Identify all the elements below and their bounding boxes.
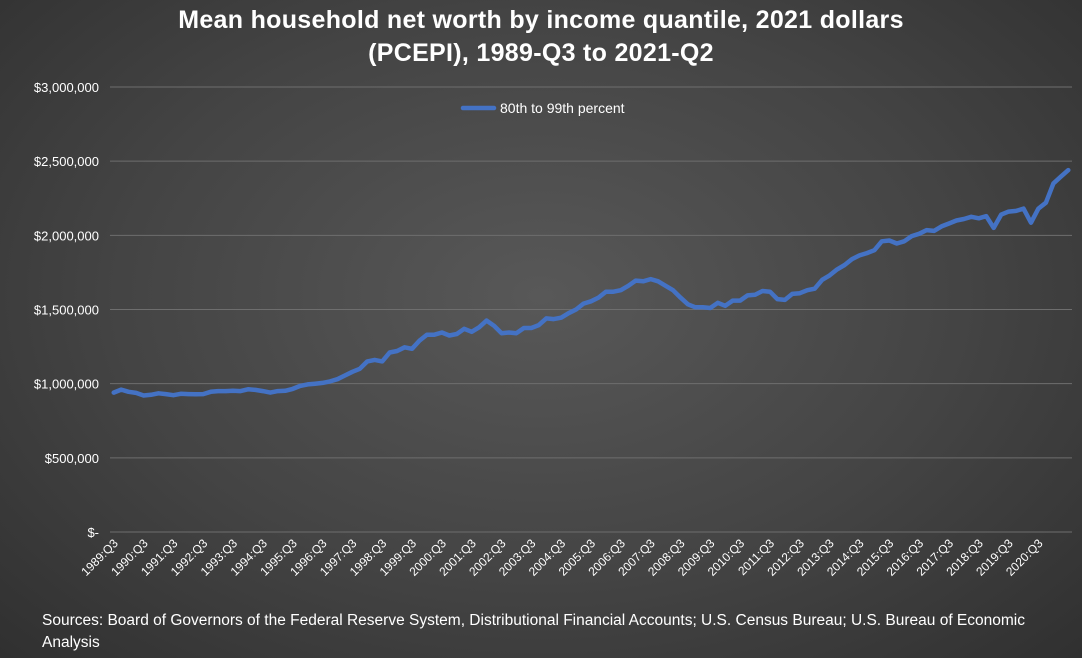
chart-title-line2: (PCEPI), 1989-Q3 to 2021-Q2 — [368, 39, 714, 67]
y-tick-label: $2,000,000 — [34, 228, 99, 243]
chart-title-line1: Mean household net worth by income quant… — [178, 6, 904, 34]
x-axis: 1989:Q31990:Q31991:Q31992:Q31993:Q31994:… — [78, 536, 1045, 579]
gridlines — [110, 86, 1072, 533]
chart-title: Mean household net worth by income quant… — [0, 4, 1082, 70]
series-lines — [111, 167, 1071, 398]
y-tick-label: $3,000,000 — [34, 80, 99, 95]
y-tick-label: $500,000 — [45, 451, 99, 466]
line-chart: $- $500,000 $1,000,000 $1,500,000 $2,000,000… — [34, 80, 1072, 579]
legend: 80th to 99th percent — [460, 100, 625, 116]
y-tick-label: $2,500,000 — [34, 154, 99, 169]
series-line — [111, 167, 1071, 398]
y-axis: $- $500,000 $1,000,000 $1,500,000 $2,000,000… — [34, 80, 99, 540]
y-tick-label: $- — [87, 525, 99, 540]
y-tick-label: $1,500,000 — [34, 303, 99, 318]
y-tick-label: $1,000,000 — [34, 377, 99, 392]
legend-label: 80th to 99th percent — [500, 100, 625, 116]
source-note: Sources: Board of Governors of the Feder… — [42, 612, 1025, 651]
